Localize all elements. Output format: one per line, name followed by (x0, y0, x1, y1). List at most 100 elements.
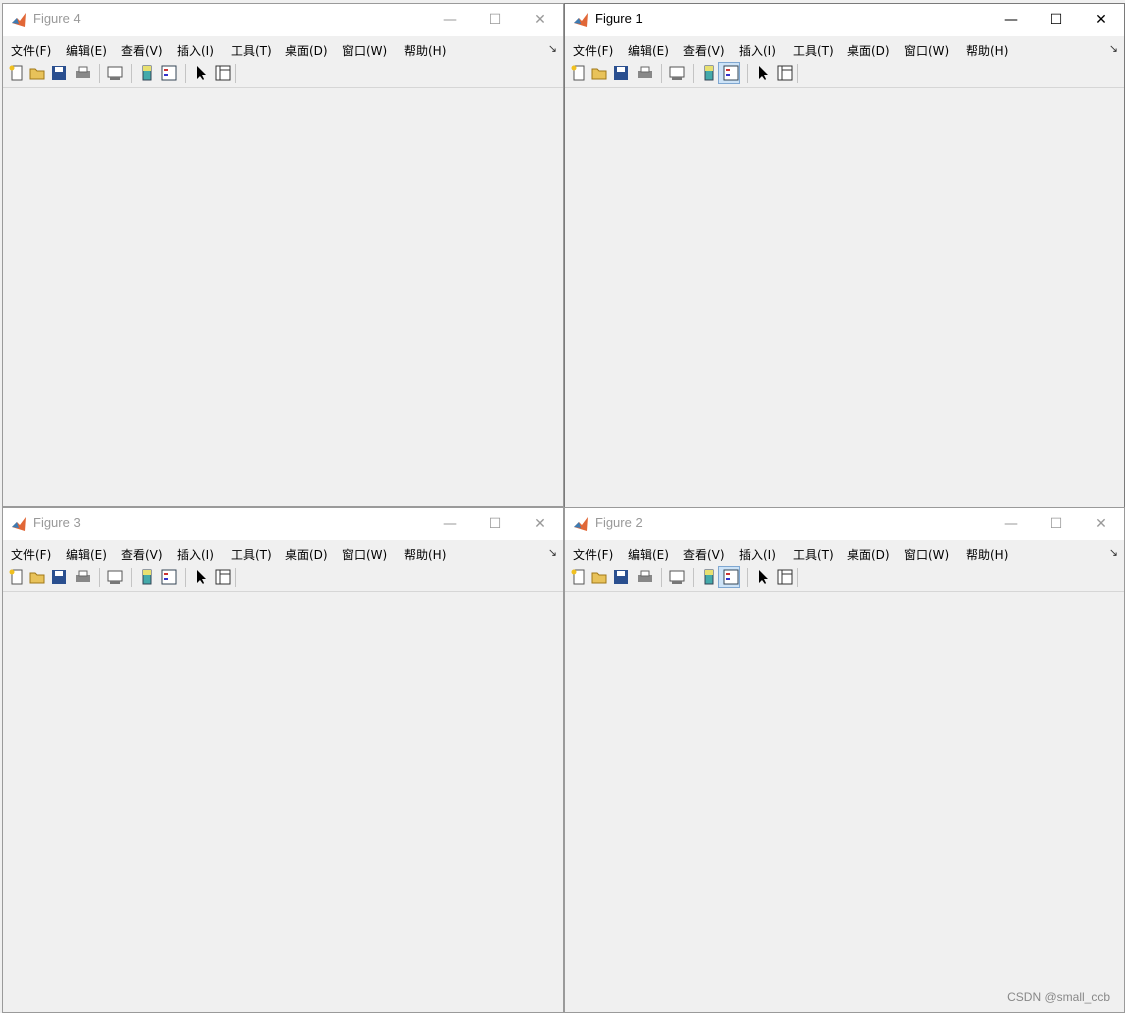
link-plot-icon[interactable] (107, 65, 123, 81)
new-file-icon[interactable] (9, 65, 25, 81)
title-bar[interactable]: 2500300035004000450025003000350040004500… (3, 508, 563, 540)
new-file-icon[interactable] (571, 569, 587, 585)
link-plot-icon[interactable] (669, 569, 685, 585)
menu-item[interactable]: 编辑(E) (66, 548, 107, 562)
figure-canvas[interactable] (3, 88, 563, 506)
maximize-button[interactable]: ☐ (488, 516, 502, 532)
colorbar-icon[interactable] (139, 569, 155, 585)
menu-item[interactable]: 窗口(W) (342, 44, 388, 58)
close-button[interactable]: ✕ (1095, 12, 1107, 28)
figure-window-2[interactable]: 2040608010012014016018020022020002500300… (564, 507, 1125, 1013)
title-bar[interactable]: 2400260028003000320034003600380040004200… (3, 4, 563, 36)
minimize-button[interactable]: — (1004, 12, 1018, 28)
legend-icon[interactable] (723, 65, 739, 81)
menu-item[interactable]: 桌面(D) (285, 44, 328, 58)
title-bar[interactable]: 2004006008001000120020002500300035004000… (565, 4, 1124, 36)
menu-item[interactable]: 帮助(H) (404, 44, 447, 58)
menu-item[interactable]: 桌面(D) (847, 548, 890, 562)
maximize-button[interactable]: ☐ (488, 12, 502, 28)
menu-item[interactable]: 编辑(E) (628, 44, 669, 58)
figure-window-1[interactable]: 2004006008001000120020002500300035004000… (564, 3, 1125, 509)
new-file-icon[interactable] (571, 65, 587, 81)
print-icon[interactable] (637, 65, 653, 81)
menu-item[interactable]: 文件(F) (11, 44, 52, 58)
toolbar-separator (661, 64, 662, 83)
figure-canvas[interactable] (565, 592, 1124, 1012)
menu-item[interactable]: 插入(I) (177, 548, 214, 562)
menu-item[interactable]: 帮助(H) (966, 44, 1009, 58)
minimize-button[interactable]: — (1004, 516, 1018, 532)
menu-item[interactable]: 工具(T) (231, 548, 272, 562)
menu-overflow-icon[interactable]: ↘ (1108, 546, 1118, 559)
title-bar[interactable]: 2040608010012014016018020022020002500300… (565, 508, 1124, 540)
menu-item[interactable]: 插入(I) (739, 548, 776, 562)
maximize-button[interactable]: ☐ (1049, 516, 1063, 532)
figure-canvas[interactable] (565, 88, 1124, 508)
pointer-icon[interactable] (193, 569, 209, 585)
minimize-button[interactable]: — (443, 516, 457, 532)
menu-item[interactable]: 工具(T) (231, 44, 272, 58)
menu-item[interactable]: 编辑(E) (628, 548, 669, 562)
property-editor-icon[interactable] (215, 65, 231, 81)
menu-item[interactable]: 查看(V) (121, 548, 163, 562)
pointer-icon[interactable] (755, 569, 771, 585)
legend-icon[interactable] (723, 569, 739, 585)
menu-item[interactable]: 帮助(H) (404, 548, 447, 562)
menu-item[interactable]: 窗口(W) (904, 548, 950, 562)
toolbar-separator (235, 64, 236, 83)
figure-window-3[interactable]: 2500300035004000450025003000350040004500… (2, 507, 564, 1013)
close-button[interactable]: ✕ (1095, 516, 1107, 532)
menu-item[interactable]: 插入(I) (177, 44, 214, 58)
menu-item[interactable]: 编辑(E) (66, 44, 107, 58)
figure-canvas[interactable] (3, 592, 563, 1012)
menu-bar: 文件(F) 编辑(E) 查看(V) 插入(I) 工具(T) 桌面(D) 窗口(W) 帮助(H)… (565, 36, 1124, 60)
menu-item[interactable]: 桌面(D) (285, 548, 328, 562)
print-icon[interactable] (75, 65, 91, 81)
colorbar-icon[interactable] (701, 65, 717, 81)
menu-item[interactable]: 窗口(W) (342, 548, 388, 562)
colorbar-icon[interactable] (139, 65, 155, 81)
pointer-icon[interactable] (755, 65, 771, 81)
menu-item[interactable]: 文件(F) (11, 548, 52, 562)
save-icon[interactable] (613, 569, 629, 585)
new-file-icon[interactable] (9, 569, 25, 585)
menu-item[interactable]: 帮助(H) (966, 548, 1009, 562)
close-button[interactable]: ✕ (534, 516, 546, 532)
menu-item[interactable]: 桌面(D) (847, 44, 890, 58)
open-folder-icon[interactable] (591, 569, 607, 585)
figure-window-4[interactable]: 2400260028003000320034003600380040004200… (2, 3, 564, 507)
menu-item[interactable]: 工具(T) (793, 44, 834, 58)
close-button[interactable]: ✕ (534, 12, 546, 28)
property-editor-icon[interactable] (777, 569, 793, 585)
open-folder-icon[interactable] (591, 65, 607, 81)
pointer-icon[interactable] (193, 65, 209, 81)
link-plot-icon[interactable] (669, 65, 685, 81)
print-icon[interactable] (75, 569, 91, 585)
menu-item[interactable]: 文件(F) (573, 548, 614, 562)
open-folder-icon[interactable] (29, 65, 45, 81)
colorbar-icon[interactable] (701, 569, 717, 585)
minimize-button[interactable]: — (443, 12, 457, 28)
save-icon[interactable] (613, 65, 629, 81)
legend-icon[interactable] (161, 569, 177, 585)
menu-item[interactable]: 查看(V) (121, 44, 163, 58)
save-icon[interactable] (51, 65, 67, 81)
menu-item[interactable]: 工具(T) (793, 548, 834, 562)
menu-item[interactable]: 查看(V) (683, 548, 725, 562)
menu-item[interactable]: 查看(V) (683, 44, 725, 58)
menu-item[interactable]: 窗口(W) (904, 44, 950, 58)
save-icon[interactable] (51, 569, 67, 585)
maximize-button[interactable]: ☐ (1049, 12, 1063, 28)
menu-overflow-icon[interactable]: ↘ (1108, 42, 1118, 55)
property-editor-icon[interactable] (215, 569, 231, 585)
legend-icon[interactable] (161, 65, 177, 81)
property-editor-icon[interactable] (777, 65, 793, 81)
menu-overflow-icon[interactable]: ↘ (547, 42, 557, 55)
print-icon[interactable] (637, 569, 653, 585)
toolbar-separator (131, 64, 132, 83)
open-folder-icon[interactable] (29, 569, 45, 585)
menu-item[interactable]: 插入(I) (739, 44, 776, 58)
menu-item[interactable]: 文件(F) (573, 44, 614, 58)
link-plot-icon[interactable] (107, 569, 123, 585)
menu-overflow-icon[interactable]: ↘ (547, 546, 557, 559)
